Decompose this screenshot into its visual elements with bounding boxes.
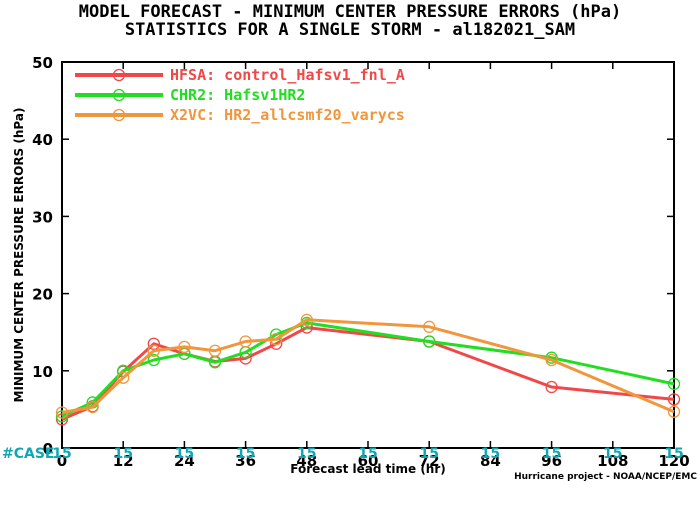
data-point <box>667 405 681 418</box>
x-axis-label: Forecast lead time (hr) <box>290 462 446 476</box>
x-tick-label: 96 <box>541 452 562 470</box>
x-tick-label: 12 <box>113 452 134 470</box>
data-point <box>147 353 160 367</box>
data-point <box>270 332 283 346</box>
data-point <box>667 377 681 391</box>
data-point <box>55 410 69 423</box>
data-point <box>423 335 436 348</box>
data-point <box>86 400 99 414</box>
credit-text: Hurricane project - NOAA/NCEP/EMC <box>514 472 697 482</box>
case-count: 15 <box>113 446 132 462</box>
case-count: 15 <box>175 446 194 462</box>
case-count: 15 <box>236 446 255 462</box>
legend: HFSA: control_Hafsv1_fnl_A CHR2: Hafsv1HR… <box>75 66 405 124</box>
data-point <box>147 344 160 357</box>
case-label: #CASE <box>2 446 55 462</box>
case-count: 15 <box>603 446 622 462</box>
case-count: 15 <box>297 446 316 462</box>
case-count: 15 <box>52 446 71 462</box>
legend-label: HFSA: control_Hafsv1_fnl_A <box>170 66 405 84</box>
data-point <box>239 335 252 348</box>
case-count: 15 <box>358 446 377 462</box>
x-tick-label: 108 <box>597 452 628 470</box>
x-tick-label: 60 <box>358 452 379 470</box>
axis-ticks: 0 12 24 36 48 60 72 84 96 108 120 0 10 20 30 40 50 <box>32 54 690 470</box>
y-tick-label: 20 <box>32 286 53 304</box>
data-point <box>667 393 681 406</box>
y-tick-label: 10 <box>32 363 53 381</box>
series-line <box>61 318 675 414</box>
data-point <box>300 313 313 326</box>
x-tick-label: 36 <box>235 452 256 470</box>
data-point <box>55 406 69 419</box>
legend-marker <box>112 68 126 82</box>
chart-title-line2: STATISTICS FOR A SINGLE STORM - al182021… <box>125 20 575 40</box>
x-tick-label: 84 <box>480 452 501 470</box>
case-count: 15 <box>664 446 683 462</box>
data-point <box>55 413 69 426</box>
y-tick-label: 30 <box>32 208 53 226</box>
x-tick-label: 72 <box>419 452 440 470</box>
y-axis-label: MINIMUM CENTER PRESSURE ERRORS (hPa) <box>12 108 26 403</box>
y-tick-label: 50 <box>32 54 53 72</box>
case-count: 15 <box>481 446 500 462</box>
chart-title-line1: MODEL FORECAST - MINIMUM CENTER PRESSURE… <box>79 2 621 22</box>
legend-marker <box>112 88 126 102</box>
legend-label: X2VC: HR2_allcsmf20_varycs <box>170 106 405 124</box>
x-tick-label: 120 <box>658 452 689 470</box>
data-point <box>178 340 191 354</box>
series-group <box>55 313 681 426</box>
legend-label: CHR2: Hafsv1HR2 <box>170 86 305 104</box>
series-line <box>61 321 675 418</box>
y-tick-label: 40 <box>32 131 53 149</box>
case-counts: 15 15 15 15 15 15 15 15 15 15 15 <box>52 446 683 462</box>
case-count: 15 <box>542 446 561 462</box>
legend-marker <box>112 108 126 122</box>
data-point <box>545 380 558 394</box>
x-tick-label: 24 <box>174 452 195 470</box>
x-tick-label: 48 <box>296 452 317 470</box>
data-point <box>117 371 130 384</box>
x-tick-label: 0 <box>57 452 67 470</box>
data-point <box>208 344 222 357</box>
data-point <box>423 320 436 333</box>
y-tick-label: 0 <box>43 440 53 458</box>
data-point <box>545 353 558 367</box>
case-count: 15 <box>419 446 438 462</box>
